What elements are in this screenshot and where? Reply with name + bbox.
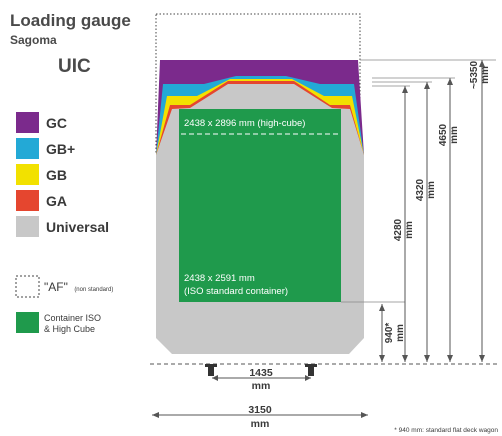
dimension-3150: 3150 mm [152, 404, 368, 430]
container-highcube-box [179, 109, 341, 302]
legend-label-universal: Universal [46, 219, 109, 235]
legend-swatch-universal [16, 216, 39, 237]
dimension-1435: 1435 mm [212, 367, 311, 392]
dim-4320-value: 4320 [415, 178, 426, 201]
legend-label-container-line2: & High Cube [44, 324, 95, 334]
rail-left [208, 366, 214, 376]
legend-label-gc: GC [46, 115, 67, 131]
dim-4280-value: 4280 [393, 218, 404, 241]
standard-label: UIC [58, 56, 91, 77]
iso-label-line1: 2438 x 2591 mm [184, 273, 255, 284]
dim-940-unit: mm [395, 324, 406, 342]
legend-label-gb: GB [46, 167, 67, 183]
dim-4280-unit: mm [404, 221, 415, 239]
rail-right [308, 366, 314, 376]
dim-3150-value: 3150 [248, 404, 272, 416]
legend-swatch-gc [16, 112, 39, 133]
diagram-subtitle: Sagoma [10, 33, 57, 47]
dimension-4280: 4280 mm [393, 86, 415, 362]
legend-swatch-gb [16, 164, 39, 185]
legend-swatch-container [16, 312, 39, 333]
diagram-title: Loading gauge [10, 11, 131, 30]
dim-3150-unit: mm [251, 418, 270, 430]
dim-4650-value: 4650 [438, 123, 449, 146]
container-iso: 2438 x 2896 mm (high-cube) 2438 x 2591 m… [179, 109, 341, 302]
dim-5350-value: ~5350 [469, 61, 480, 90]
rail-right-head [305, 364, 317, 367]
dim-1435-unit: mm [252, 380, 271, 392]
dimension-4320: 4320 mm [415, 82, 437, 362]
high-cube-label: 2438 x 2896 mm (high-cube) [184, 118, 305, 129]
dimension-5350: ~5350 mm [469, 60, 491, 362]
legend-label-gbplus: GB+ [46, 141, 75, 157]
dim-5350-unit: mm [480, 66, 491, 84]
dim-4320-unit: mm [426, 181, 437, 199]
footnote: * 940 mm: standard flat deck wagon [394, 427, 498, 434]
dim-1435-value: 1435 [249, 367, 273, 379]
legend-swatch-af [15, 275, 40, 298]
legend-swatch-gbplus [16, 138, 39, 159]
legend-label-af: "AF" (non standard) [44, 278, 113, 295]
legend: GC GB+ GB GA Universal "AF" (non standar… [15, 112, 113, 334]
rails [205, 364, 317, 376]
legend-label-container-line1: Container ISO [44, 313, 101, 323]
rail-left-head [205, 364, 217, 367]
dim-940-value: 940* [384, 323, 395, 344]
dimension-4650: 4650 mm [438, 78, 460, 362]
legend-label-ga: GA [46, 193, 67, 209]
iso-label-line2: (ISO standard container) [184, 286, 288, 297]
dimension-940: 940* mm [379, 304, 406, 362]
extension-lines [341, 59, 496, 303]
dim-4650-unit: mm [449, 126, 460, 144]
legend-swatch-ga [16, 190, 39, 211]
